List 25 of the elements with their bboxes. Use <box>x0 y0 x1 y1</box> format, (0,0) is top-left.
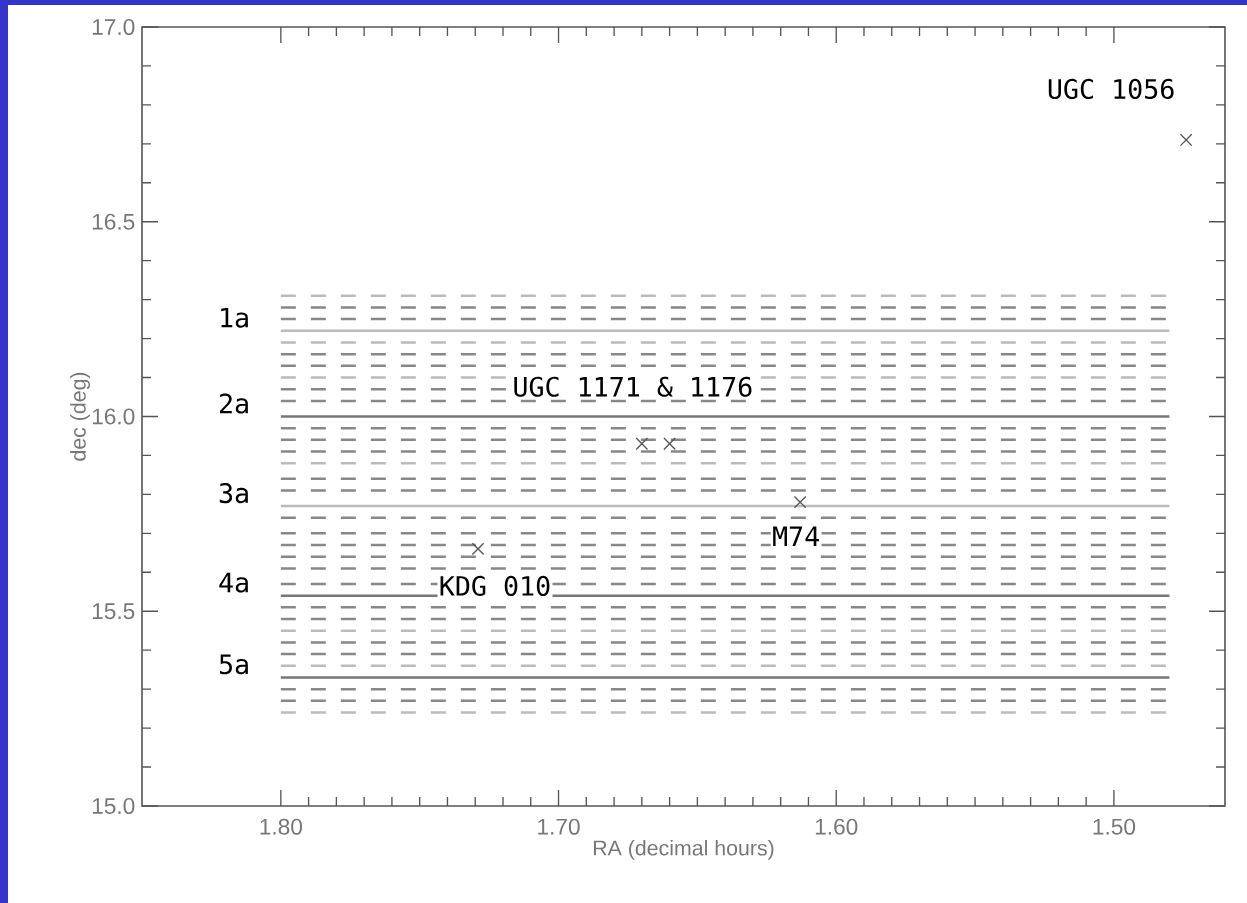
x-axis-title: RA (decimal hours) <box>593 839 774 860</box>
series-label: 1a <box>221 307 248 328</box>
point <box>635 437 649 451</box>
x-tick-label: 1.70 <box>538 818 580 835</box>
annotation: M74 <box>773 526 819 546</box>
point <box>793 495 807 509</box>
series-label: 3a <box>219 483 248 504</box>
y-tick-label: 16.5 <box>92 213 135 230</box>
series-label: 4a <box>219 572 248 593</box>
y-tick-label: 17.0 <box>92 18 135 36</box>
point <box>663 437 676 451</box>
y-axis-title: dec (deg) <box>70 372 91 461</box>
y-tick-label: 16.0 <box>92 408 135 425</box>
y-tick-label: 15.0 <box>92 797 135 815</box>
annotation: UGC 1056 <box>1048 78 1174 100</box>
x-tick-label: 1.60 <box>815 818 858 835</box>
point <box>471 542 485 556</box>
series-label: 5a <box>219 654 248 675</box>
point <box>1179 133 1193 147</box>
x-tick-label: 1.50 <box>1093 818 1136 835</box>
series-label: 2a <box>220 393 248 414</box>
annotation: KDG 010 <box>440 575 550 596</box>
y-tick-label: 15.5 <box>92 603 135 620</box>
annotation: UGC 1171 & 1176 <box>514 376 752 397</box>
x-tick-label: 1.80 <box>260 818 303 835</box>
